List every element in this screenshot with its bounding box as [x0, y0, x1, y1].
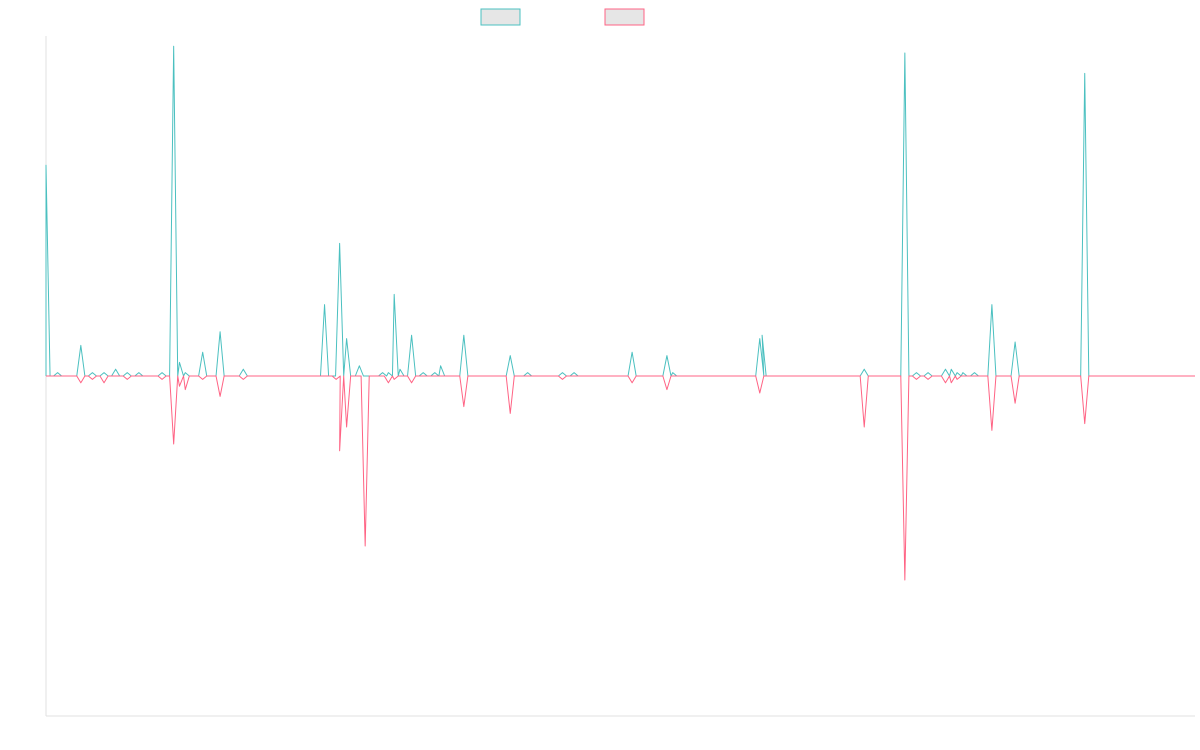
legend-swatch-1[interactable]	[480, 8, 521, 26]
series-layer	[45, 45, 1195, 581]
legend-swatch-2[interactable]	[604, 8, 645, 26]
legend[interactable]	[480, 8, 645, 26]
series-line-1	[45, 45, 1195, 377]
series-line-2	[46, 375, 1195, 581]
